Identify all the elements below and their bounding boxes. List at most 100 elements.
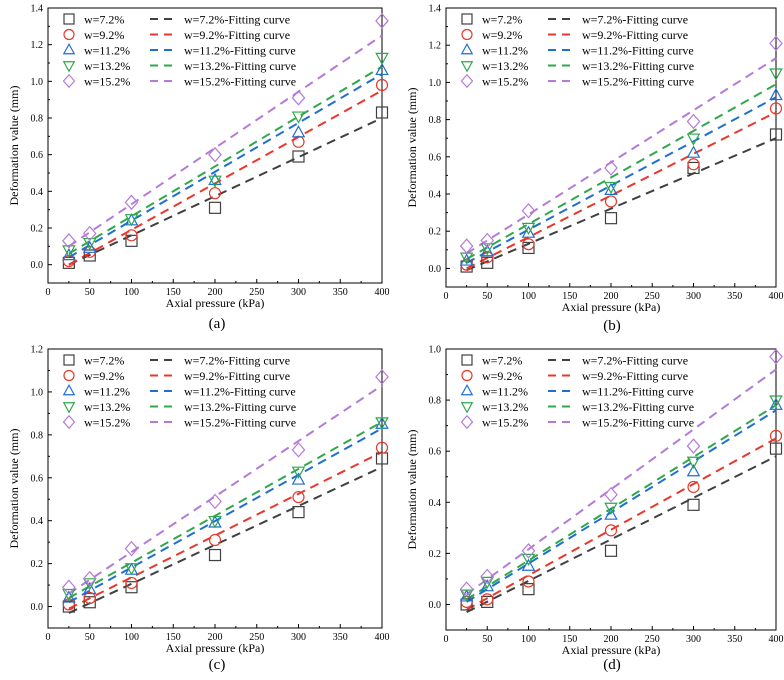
- y-tick-label: 1.4: [31, 4, 44, 15]
- chart-panel-d: 0 50 100 150 200 250 300 350 400 0.0 0.2 0.4 0.6 0.8 1…: [405, 345, 784, 674]
- legend-label-2: w=9.2%: [84, 28, 124, 42]
- data-point-series-1: [125, 581, 138, 594]
- x-tick-label: 350: [333, 287, 348, 298]
- y-tick-label: 0.2: [429, 227, 442, 238]
- data-point-series-1: [522, 583, 535, 596]
- data-point-series-2: [687, 480, 700, 494]
- y-tick-label: 1.2: [31, 345, 44, 356]
- legend-marker-3: [62, 43, 76, 55]
- legend-marker-4: [460, 402, 474, 414]
- x-tick-label: 100: [521, 634, 536, 645]
- data-point-series-3: [604, 182, 618, 196]
- fitting-curve-1: [68, 466, 383, 614]
- x-axis-title: Axial pressure (kPa): [166, 641, 265, 655]
- data-point-series-3: [82, 240, 97, 253]
- fitting-curve-4: [68, 65, 383, 255]
- legend-label-1: w=7.2%: [482, 13, 522, 27]
- y-tick-label: 0.6: [31, 473, 44, 484]
- data-point-series-3: [62, 590, 76, 603]
- y-tick-label: 0.2: [429, 549, 442, 560]
- fitting-curve-1: [466, 455, 777, 614]
- x-axis-title: Axial pressure (kPa): [166, 296, 265, 310]
- panel-label: (c): [209, 657, 226, 673]
- legend-marker-3: [460, 43, 474, 55]
- y-tick-label: 0.0: [429, 264, 442, 275]
- data-point-series-1: [769, 128, 783, 141]
- x-tick-label: 50: [85, 632, 95, 643]
- data-point-series-1: [481, 256, 494, 269]
- data-point-series-4: [769, 68, 783, 81]
- legend-fit-label-1: w=7.2%-Fitting curve: [184, 354, 290, 368]
- y-axis-title: Deformation value (mm): [405, 88, 419, 208]
- legend-label-2: w=9.2%: [482, 28, 522, 42]
- legend-fit-label-4: w=13.2%-Fitting curve: [184, 59, 296, 73]
- data-point-series-1: [292, 506, 305, 519]
- data-point-series-4: [62, 588, 76, 602]
- fitting-curve-4: [466, 83, 777, 260]
- legend-fit-label-2: w=9.2%-Fitting curve: [582, 28, 688, 42]
- data-point-series-5: [208, 493, 222, 510]
- x-tick-label: 100: [124, 632, 139, 643]
- fitting-curve-3: [466, 409, 777, 603]
- data-point-series-1: [604, 212, 618, 225]
- legend-fit-label-3: w=11.2%-Fitting curve: [184, 385, 296, 399]
- legend-marker-5: [460, 414, 474, 430]
- data-point-series-2: [687, 158, 700, 171]
- chart-panel-b: 0 50 100 150 200 250 300 350 400 0.0 0.2 0.4 0.6 0.8 1…: [405, 4, 784, 335]
- data-point-series-3: [291, 472, 306, 485]
- data-point-series-2: [481, 251, 494, 264]
- legend-label-4: w=13.2%: [84, 400, 130, 414]
- legend-label-1: w=7.2%: [84, 13, 124, 27]
- data-point-series-4: [769, 395, 783, 408]
- legend-fit-label-4: w=13.2%-Fitting curve: [582, 400, 694, 414]
- x-tick-label: 250: [249, 632, 264, 643]
- legend-label-5: w=15.2%: [482, 75, 528, 89]
- x-tick-label: 150: [166, 632, 181, 643]
- y-tick-label: 0.0: [31, 602, 44, 613]
- x-axis-title: Axial pressure (kPa): [562, 300, 661, 314]
- legend-marker-5: [62, 73, 76, 89]
- legend-marker-2: [63, 369, 75, 382]
- legend-label-5: w=15.2%: [84, 75, 130, 89]
- y-tick-label: 1.0: [429, 78, 442, 89]
- data-point-series-3: [291, 125, 306, 138]
- data-point-series-2: [375, 441, 389, 454]
- x-tick-label: 250: [645, 634, 660, 645]
- data-point-series-4: [82, 578, 97, 591]
- y-axis-title: Deformation value (mm): [7, 86, 21, 206]
- x-tick-label: 300: [291, 287, 306, 298]
- x-tick-label: 150: [562, 291, 577, 302]
- data-point-series-4: [686, 456, 701, 469]
- legend-fit-label-5: w=15.2%-Fitting curve: [582, 75, 694, 89]
- y-tick-label: 0.6: [31, 150, 44, 161]
- data-point-series-5: [521, 202, 536, 219]
- data-point-series-3: [480, 579, 495, 592]
- fitting-curve-4: [68, 421, 383, 599]
- data-point-series-4: [521, 222, 536, 236]
- x-tick-label: 200: [208, 287, 223, 298]
- y-tick-label: 1.4: [429, 4, 442, 15]
- data-point-series-3: [521, 225, 536, 238]
- data-point-series-3: [686, 464, 701, 477]
- data-point-series-4: [62, 245, 76, 258]
- data-point-series-4: [521, 553, 536, 567]
- data-point-series-2: [769, 429, 783, 442]
- data-point-series-4: [208, 515, 222, 529]
- x-tick-label: 400: [769, 291, 784, 302]
- y-tick-label: 0.6: [429, 447, 442, 458]
- x-tick-label: 50: [482, 291, 492, 302]
- fitting-curve-2: [68, 451, 383, 610]
- data-point-series-3: [480, 244, 495, 257]
- data-point-series-5: [62, 579, 76, 596]
- fitting-curve-2: [466, 437, 777, 611]
- legend-fit-label-5: w=15.2%-Fitting curve: [582, 416, 694, 430]
- data-point-series-3: [769, 397, 783, 410]
- legend-label-1: w=7.2%: [84, 354, 124, 368]
- y-tick-label: 0.4: [429, 498, 442, 509]
- legend-marker-4: [62, 402, 76, 414]
- data-point-series-1: [125, 234, 138, 247]
- data-point-series-5: [82, 225, 97, 242]
- x-tick-label: 100: [124, 287, 139, 298]
- panel-label: (a): [209, 316, 226, 332]
- x-tick-label: 250: [249, 287, 264, 298]
